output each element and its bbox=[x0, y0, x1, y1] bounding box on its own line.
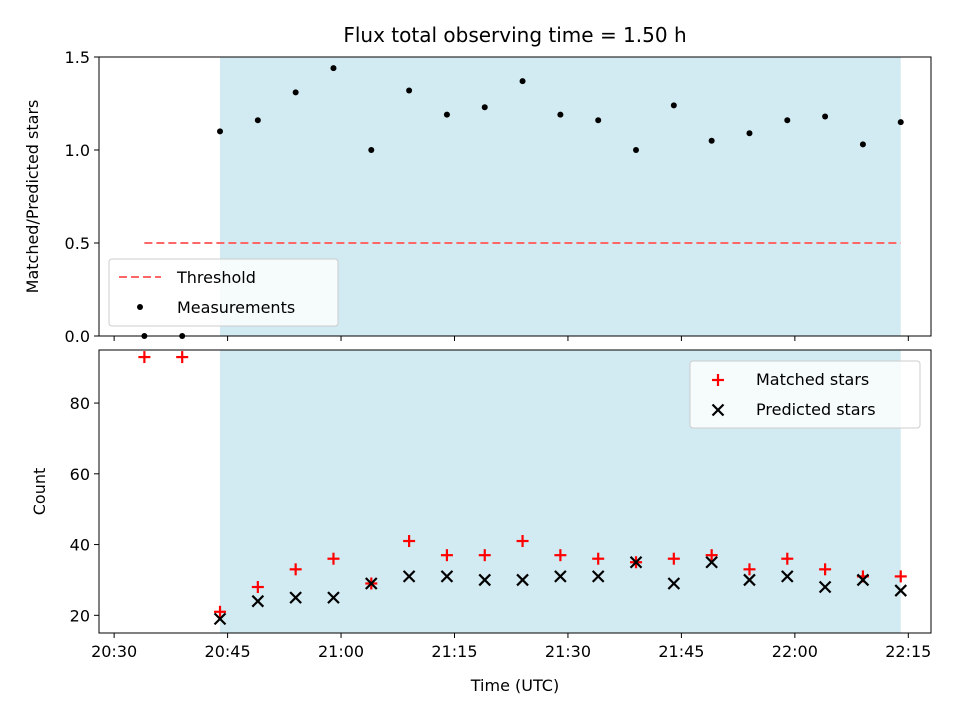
predicted-star-point bbox=[251, 594, 265, 608]
measurement-point bbox=[595, 117, 602, 124]
predicted-star-point bbox=[402, 570, 416, 583]
predicted-star-point bbox=[516, 573, 529, 587]
count-y-tick-label: 80 bbox=[70, 394, 90, 413]
measurement-point bbox=[670, 102, 677, 109]
ratio-y-axis-label: Matched/Predicted stars bbox=[23, 100, 42, 294]
matched-star-point bbox=[327, 552, 340, 565]
matched-star-point bbox=[781, 552, 794, 565]
measurement-point bbox=[368, 147, 375, 153]
count-legend-box bbox=[689, 360, 921, 429]
x-tick-label: 22:00 bbox=[772, 642, 818, 661]
predicted-star-point bbox=[894, 584, 908, 597]
ratio-y-tick-label: 0.0 bbox=[65, 327, 90, 346]
predicted-star-point bbox=[667, 577, 681, 590]
measurement-point bbox=[292, 89, 299, 96]
predicted-star-point bbox=[629, 555, 643, 569]
x-tick-label: 20:30 bbox=[91, 642, 137, 661]
measurement-point bbox=[708, 137, 715, 144]
matched-star-point bbox=[743, 563, 756, 576]
predicted-star-point bbox=[856, 573, 870, 587]
ratio-y-tick-label: 1.5 bbox=[65, 48, 90, 67]
x-tick-label: 21:30 bbox=[545, 642, 591, 661]
measurement-point bbox=[859, 141, 866, 148]
ratio-panel: 0.0 0.5 1.0 1.5 Matched/Predicted stars Thr… bbox=[23, 48, 932, 346]
predicted-star-point bbox=[289, 591, 302, 604]
predicted-star-point bbox=[478, 573, 492, 587]
x-tick-label: 21:00 bbox=[318, 642, 364, 661]
predicted-star-point bbox=[743, 573, 756, 587]
ratio-legend: Threshold Measurements bbox=[108, 258, 339, 327]
matched-star-point bbox=[289, 563, 302, 576]
measurement-point bbox=[519, 78, 526, 85]
predicted-star-point bbox=[327, 591, 340, 604]
legend-matched-swatch bbox=[712, 374, 724, 386]
matched-star-point bbox=[592, 552, 605, 565]
ratio-panel-frame bbox=[98, 56, 932, 337]
matched-star-point bbox=[176, 351, 189, 364]
matched-star-point bbox=[478, 549, 491, 562]
predicted-star-point bbox=[705, 555, 718, 569]
x-axis-label: Time (UTC) bbox=[470, 676, 559, 695]
measurement-point bbox=[822, 113, 829, 120]
measurement-point bbox=[406, 87, 413, 94]
predicted-star-point bbox=[818, 580, 832, 594]
predicted-star-point bbox=[440, 570, 454, 583]
predicted-star-point bbox=[591, 570, 605, 583]
count-panel: 20:30 20:45 21:00 21:15 21:30 21:45 22:00 22:15… bbox=[30, 349, 932, 661]
x-tick-label: 21:15 bbox=[431, 642, 477, 661]
predicted-star-point bbox=[365, 577, 378, 590]
legend-measurements-label: Measurements bbox=[177, 298, 295, 317]
legend-matched-label: Matched stars bbox=[756, 370, 869, 389]
legend-predicted-label: Predicted stars bbox=[756, 400, 876, 419]
measurement-point bbox=[557, 111, 564, 118]
ratio-legend-box bbox=[108, 258, 339, 327]
legend-measurements-swatch bbox=[137, 304, 143, 310]
legend-threshold-label: Threshold bbox=[176, 268, 256, 287]
count-y-axis-label: Count bbox=[30, 468, 49, 516]
predicted-star-point bbox=[554, 570, 567, 583]
count-legend: Matched stars Predicted stars bbox=[689, 360, 921, 429]
matched-star-point bbox=[251, 581, 264, 594]
x-tick-label: 22:15 bbox=[885, 642, 931, 661]
matched-star-point bbox=[667, 552, 680, 565]
matched-star-point bbox=[138, 351, 151, 364]
measurement-point bbox=[633, 147, 640, 153]
matched-star-point bbox=[894, 570, 907, 583]
matched-star-point bbox=[554, 549, 567, 562]
measurement-point bbox=[784, 117, 791, 124]
measurement-point bbox=[481, 104, 488, 111]
x-tick-label: 20:45 bbox=[205, 642, 251, 661]
count-y-tick-label: 60 bbox=[70, 465, 90, 484]
predicted-star-point bbox=[213, 612, 227, 626]
ratio-y-tick-label: 0.5 bbox=[65, 234, 90, 253]
measurement-point bbox=[746, 130, 753, 137]
ratio-y-tick-label: 1.0 bbox=[65, 141, 90, 160]
matched-star-point bbox=[819, 563, 832, 576]
measurement-point bbox=[254, 117, 261, 124]
matched-star-point bbox=[516, 535, 529, 548]
count-y-tick-label: 20 bbox=[70, 606, 90, 625]
measurement-point bbox=[443, 111, 450, 118]
measurement-point bbox=[330, 65, 337, 72]
matched-star-point bbox=[214, 605, 227, 618]
chart-title: Flux total observing time = 1.50 h bbox=[343, 23, 686, 47]
legend-predicted-swatch bbox=[711, 403, 725, 417]
measurement-point bbox=[217, 128, 224, 135]
x-tick-label: 21:45 bbox=[658, 642, 704, 661]
matched-star-point bbox=[705, 549, 718, 562]
predicted-star-point bbox=[781, 570, 794, 583]
count-panel-frame bbox=[98, 349, 932, 634]
matched-star-point bbox=[440, 549, 453, 562]
count-y-tick-label: 40 bbox=[70, 536, 90, 555]
matched-star-point bbox=[403, 535, 416, 548]
measurement-point bbox=[897, 119, 904, 126]
